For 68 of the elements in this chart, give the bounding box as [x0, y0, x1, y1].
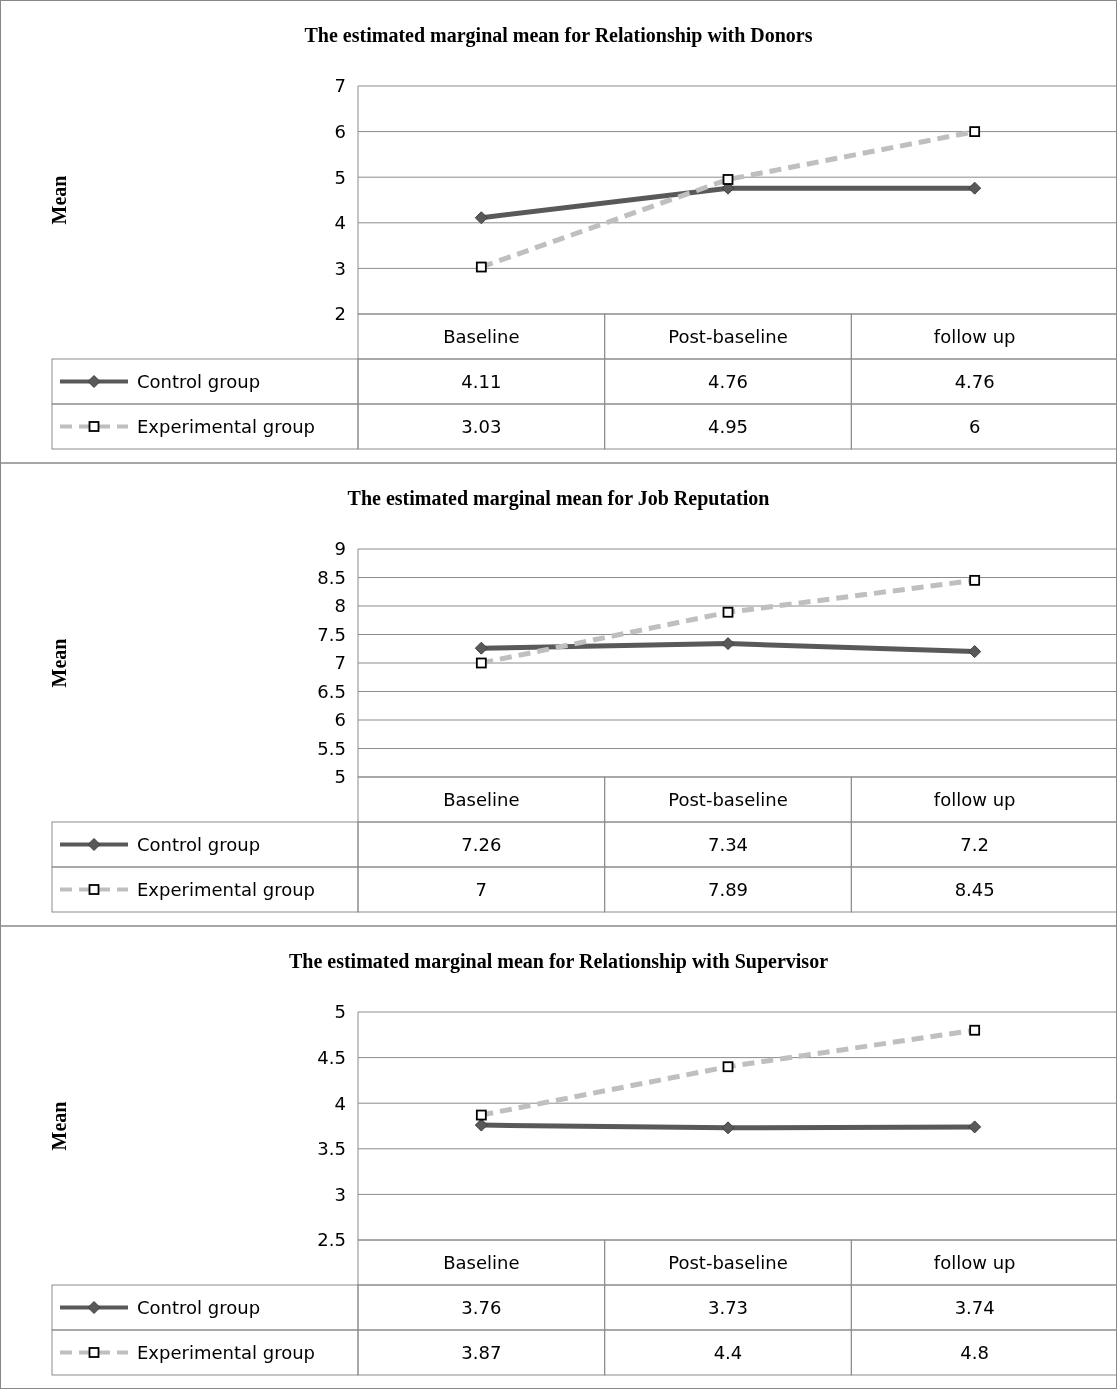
y-tick-label: 4	[334, 212, 346, 234]
y-tick-label: 3.5	[317, 1138, 346, 1160]
point	[474, 641, 488, 655]
y-axis-title: Mean	[48, 175, 70, 225]
y-tick-label: 8	[334, 595, 346, 617]
legend-label: Control group	[137, 370, 261, 392]
y-tick-label: 6	[334, 120, 346, 142]
y-tick-label: 6	[334, 709, 346, 731]
y-tick-label: 2.5	[317, 1229, 346, 1251]
point	[474, 211, 488, 225]
legend-label: Control group	[137, 1296, 261, 1318]
y-tick-label: 5	[334, 1001, 346, 1023]
data-label: 8.45	[954, 878, 995, 900]
data-label: 4.76	[954, 370, 995, 392]
data-label: 3.03	[461, 415, 502, 437]
x-tick-label: follow up	[933, 325, 1016, 347]
x-tick-label: Post-baseline	[668, 1251, 788, 1273]
x-tick-label: follow up	[933, 788, 1016, 810]
data-label: 3.76	[461, 1296, 502, 1318]
data-label: 3.73	[707, 1296, 749, 1318]
data-label: 3.87	[461, 1341, 502, 1363]
legend-label: Experimental group	[137, 1341, 316, 1363]
data-label: 7	[475, 878, 488, 900]
chart-title: The estimated marginal mean for Relationship with Donors	[304, 24, 813, 47]
legend-label: Control group	[137, 833, 261, 855]
y-tick-label: 5	[334, 766, 346, 788]
y-tick-label: 8.5	[317, 566, 346, 588]
legend-label: Experimental group	[137, 415, 316, 437]
point	[721, 1121, 735, 1135]
y-tick-label: 5.5	[317, 737, 346, 759]
y-tick-label: 9	[334, 538, 346, 560]
point	[721, 637, 735, 651]
data-label: 4.8	[960, 1341, 989, 1363]
data-label: 7.26	[461, 833, 502, 855]
data-label: 6	[968, 415, 981, 437]
y-tick-label: 5	[334, 166, 346, 188]
chart-title: The estimated marginal mean for Relationship with Supervisor	[288, 950, 829, 973]
y-tick-label: 3	[334, 257, 346, 279]
data-label: 3.74	[954, 1296, 995, 1318]
point	[968, 1120, 982, 1134]
y-axis-title: Mean	[48, 638, 70, 688]
data-label: 4.4	[713, 1341, 743, 1363]
x-tick-label: follow up	[933, 1251, 1016, 1273]
y-tick-label: 3	[334, 1183, 346, 1205]
x-tick-label: Baseline	[443, 788, 520, 810]
y-tick-label: 6.5	[317, 680, 346, 702]
y-tick-label: 4	[334, 1092, 346, 1114]
chart-title: The estimated marginal mean for Job Reputation	[347, 487, 770, 510]
data-label: 4.95	[707, 415, 749, 437]
y-tick-label: 2	[334, 303, 346, 325]
point	[474, 1118, 488, 1132]
y-tick-label: 4.5	[317, 1046, 346, 1068]
y-tick-label: 7.5	[317, 623, 346, 645]
y-tick-label: 7	[334, 652, 346, 674]
legend-label: Experimental group	[137, 878, 316, 900]
data-label: 4.76	[707, 370, 749, 392]
y-tick-label: 7	[334, 75, 346, 97]
x-tick-label: Post-baseline	[668, 325, 788, 347]
x-tick-label: Baseline	[443, 1251, 520, 1273]
x-tick-label: Baseline	[443, 325, 520, 347]
point	[968, 181, 982, 195]
y-axis-title: Mean	[48, 1101, 70, 1151]
data-label: 7.2	[960, 833, 989, 855]
point	[968, 645, 982, 659]
data-label: 4.11	[461, 370, 502, 392]
x-tick-label: Post-baseline	[668, 788, 788, 810]
data-label: 7.34	[707, 833, 749, 855]
data-label: 7.89	[707, 878, 749, 900]
